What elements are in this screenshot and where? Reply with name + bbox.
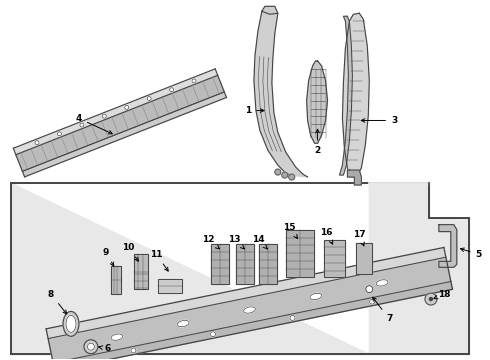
Bar [134, 255, 147, 289]
Ellipse shape [63, 311, 79, 336]
Ellipse shape [177, 320, 189, 327]
Bar [286, 230, 314, 277]
Circle shape [275, 169, 281, 175]
Bar [158, 279, 182, 293]
Text: 16: 16 [320, 228, 333, 244]
Polygon shape [23, 92, 226, 177]
Circle shape [290, 315, 295, 320]
Bar [259, 244, 277, 284]
Text: 13: 13 [228, 235, 245, 249]
Polygon shape [340, 16, 352, 175]
Circle shape [211, 332, 216, 337]
Bar [356, 243, 372, 274]
Bar [211, 244, 229, 284]
Bar [158, 279, 182, 293]
Text: 12: 12 [202, 235, 220, 249]
Ellipse shape [376, 280, 388, 286]
Text: 14: 14 [251, 235, 268, 249]
Polygon shape [439, 225, 457, 267]
Ellipse shape [310, 293, 321, 300]
Bar [323, 239, 345, 277]
Circle shape [125, 105, 129, 109]
Text: 9: 9 [102, 248, 114, 266]
Polygon shape [46, 247, 446, 338]
Circle shape [57, 132, 61, 136]
Bar [111, 266, 121, 294]
Text: 11: 11 [150, 250, 168, 271]
Text: 1: 1 [245, 106, 264, 115]
Text: 7: 7 [372, 297, 392, 323]
Polygon shape [13, 69, 218, 155]
Circle shape [282, 172, 288, 178]
Text: 4: 4 [76, 114, 112, 134]
Ellipse shape [66, 315, 76, 332]
Bar [356, 243, 372, 274]
Text: 17: 17 [353, 230, 366, 246]
Bar [211, 244, 229, 284]
Polygon shape [254, 11, 308, 177]
Polygon shape [11, 183, 469, 354]
Circle shape [84, 340, 98, 354]
Circle shape [170, 88, 173, 92]
Circle shape [366, 286, 373, 293]
Circle shape [102, 114, 106, 118]
Circle shape [429, 298, 433, 301]
Bar [323, 239, 345, 277]
Bar [259, 244, 277, 284]
Ellipse shape [111, 334, 123, 340]
Polygon shape [347, 170, 361, 185]
Bar [134, 255, 147, 289]
Circle shape [131, 348, 136, 353]
Text: 3: 3 [361, 116, 397, 125]
Polygon shape [16, 75, 224, 171]
Ellipse shape [244, 307, 255, 313]
Bar [286, 230, 314, 277]
Text: 6: 6 [99, 344, 111, 353]
Circle shape [369, 299, 374, 304]
Circle shape [425, 293, 437, 305]
Polygon shape [307, 61, 327, 143]
Text: 2: 2 [315, 129, 321, 155]
Bar [236, 244, 254, 284]
Text: 10: 10 [122, 243, 138, 261]
Text: 5: 5 [461, 248, 482, 259]
Polygon shape [53, 282, 452, 360]
Text: 8: 8 [48, 289, 67, 314]
Bar [111, 266, 121, 294]
Bar [236, 244, 254, 284]
Circle shape [192, 79, 196, 83]
Polygon shape [343, 13, 369, 177]
Polygon shape [48, 257, 451, 360]
Circle shape [289, 174, 294, 180]
Polygon shape [11, 183, 469, 354]
Circle shape [35, 141, 39, 145]
Circle shape [87, 343, 95, 350]
Text: 18: 18 [434, 289, 450, 299]
Circle shape [147, 96, 151, 100]
Circle shape [80, 123, 84, 127]
Text: 15: 15 [284, 223, 297, 238]
Polygon shape [262, 6, 278, 14]
